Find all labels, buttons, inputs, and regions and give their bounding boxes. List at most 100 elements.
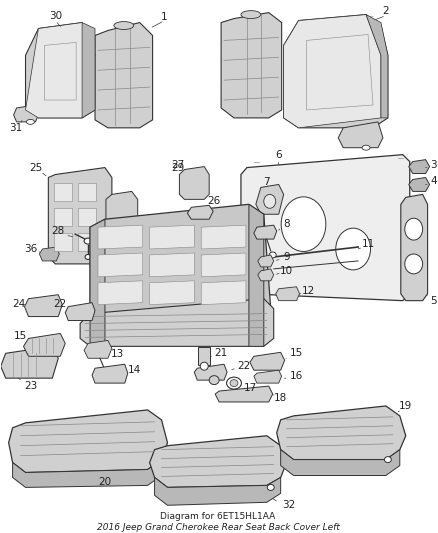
Polygon shape (24, 334, 65, 356)
Polygon shape (82, 22, 95, 118)
Polygon shape (250, 352, 285, 370)
Text: 14: 14 (128, 365, 141, 375)
Polygon shape (106, 191, 138, 254)
Polygon shape (401, 195, 427, 301)
Text: 11: 11 (361, 239, 374, 249)
Polygon shape (277, 406, 406, 459)
Text: 22: 22 (53, 298, 67, 309)
Ellipse shape (226, 377, 241, 389)
Text: 3: 3 (430, 159, 437, 169)
Text: 22: 22 (237, 361, 251, 371)
Polygon shape (98, 225, 143, 249)
Ellipse shape (385, 457, 392, 463)
Polygon shape (338, 122, 383, 148)
Ellipse shape (281, 197, 326, 252)
Text: 6: 6 (276, 150, 282, 160)
Text: 29: 29 (171, 163, 184, 173)
Bar (78, 233, 96, 251)
Ellipse shape (84, 238, 92, 244)
Polygon shape (13, 459, 162, 487)
Text: 32: 32 (282, 500, 295, 510)
Text: 18: 18 (274, 393, 287, 403)
Ellipse shape (362, 145, 370, 150)
Polygon shape (276, 287, 300, 301)
Polygon shape (284, 14, 381, 128)
Polygon shape (258, 269, 274, 281)
Polygon shape (9, 410, 167, 473)
Ellipse shape (269, 252, 276, 258)
Text: 28: 28 (52, 226, 65, 236)
Ellipse shape (200, 362, 208, 370)
Ellipse shape (85, 254, 91, 260)
Text: 4: 4 (430, 176, 437, 187)
Text: 30: 30 (49, 11, 62, 21)
Polygon shape (256, 184, 284, 214)
Text: 15: 15 (14, 332, 27, 342)
Text: 27: 27 (171, 159, 184, 169)
Text: 2: 2 (382, 6, 389, 15)
Polygon shape (80, 298, 274, 346)
Polygon shape (307, 35, 373, 110)
Bar (78, 183, 96, 201)
Polygon shape (155, 478, 281, 505)
Polygon shape (25, 295, 62, 317)
Text: Diagram for 6ET15HL1AA: Diagram for 6ET15HL1AA (160, 512, 276, 521)
Text: 26: 26 (208, 196, 221, 206)
Ellipse shape (27, 119, 35, 124)
Text: 1: 1 (161, 12, 168, 22)
Polygon shape (281, 450, 400, 475)
Text: 16: 16 (290, 371, 303, 381)
Text: 31: 31 (9, 123, 22, 133)
Ellipse shape (209, 376, 219, 385)
Text: 20: 20 (99, 478, 112, 488)
Polygon shape (1, 346, 58, 378)
Text: 9: 9 (283, 252, 290, 262)
Text: 36: 36 (24, 244, 37, 254)
Ellipse shape (405, 218, 423, 240)
Polygon shape (14, 105, 39, 122)
Polygon shape (150, 253, 194, 277)
Text: 19: 19 (399, 401, 413, 411)
Polygon shape (65, 303, 95, 320)
Bar (54, 183, 72, 201)
Polygon shape (215, 386, 273, 402)
Polygon shape (221, 13, 282, 118)
Text: 21: 21 (215, 348, 228, 358)
Ellipse shape (114, 21, 134, 29)
Polygon shape (241, 155, 410, 301)
Polygon shape (39, 247, 59, 261)
Polygon shape (44, 43, 76, 100)
Polygon shape (249, 204, 264, 346)
Polygon shape (366, 14, 388, 118)
Text: 10: 10 (280, 266, 293, 276)
Polygon shape (48, 167, 112, 264)
Text: 17: 17 (244, 383, 258, 393)
Ellipse shape (230, 379, 238, 386)
Text: 23: 23 (24, 381, 37, 391)
Polygon shape (98, 253, 143, 277)
Bar (54, 208, 72, 226)
Text: 5: 5 (430, 296, 437, 305)
Polygon shape (25, 22, 95, 118)
Polygon shape (92, 364, 128, 383)
Polygon shape (201, 225, 246, 249)
Polygon shape (194, 364, 227, 380)
Polygon shape (258, 255, 274, 267)
Polygon shape (25, 22, 95, 118)
Polygon shape (84, 341, 112, 358)
Bar (54, 233, 72, 251)
Polygon shape (254, 370, 282, 383)
Polygon shape (409, 159, 430, 174)
Ellipse shape (267, 484, 274, 490)
Text: 24: 24 (12, 298, 25, 309)
Polygon shape (98, 281, 143, 305)
Polygon shape (150, 225, 194, 249)
Polygon shape (150, 436, 286, 487)
Polygon shape (150, 281, 194, 305)
Text: 13: 13 (111, 349, 124, 359)
Ellipse shape (264, 195, 276, 208)
Polygon shape (201, 281, 246, 305)
Polygon shape (90, 219, 105, 346)
Ellipse shape (241, 11, 261, 19)
Ellipse shape (405, 254, 423, 274)
